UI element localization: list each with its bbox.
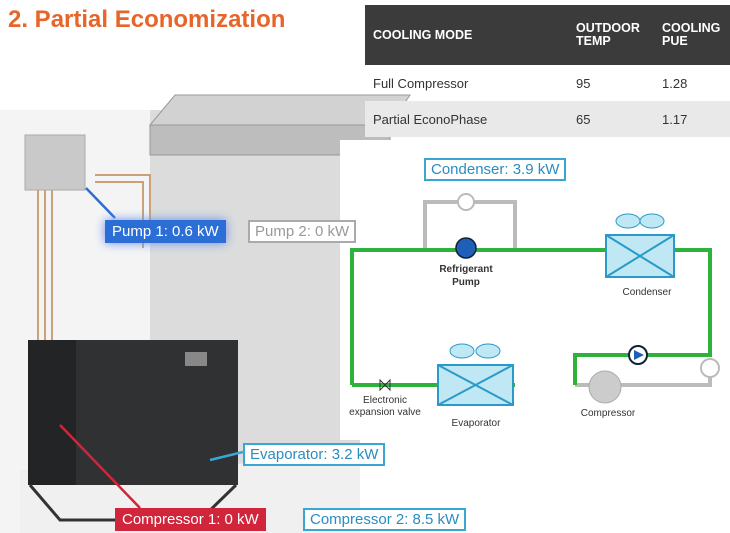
- slide: Refrigerant Pump Condenser Electronic ex…: [0, 0, 730, 533]
- callout: Condenser: 3.9 kW: [424, 158, 566, 181]
- cell: Full Compressor: [365, 65, 568, 101]
- callout: Evaporator: 3.2 kW: [243, 443, 385, 466]
- callout: Compressor 2: 8.5 kW: [303, 508, 466, 531]
- cell: 1.17: [654, 101, 730, 137]
- cell: 65: [568, 101, 654, 137]
- schematic-label: Condenser: [623, 287, 673, 298]
- schematic-label: Compressor: [581, 408, 636, 419]
- cell: 1.28: [654, 65, 730, 101]
- column-header: COOLING PUE: [654, 5, 730, 65]
- callout: Pump 2: 0 kW: [248, 220, 356, 243]
- cell: 95: [568, 65, 654, 101]
- schematic-label: Refrigerant: [439, 264, 493, 275]
- schematic-label: Evaporator: [452, 418, 502, 429]
- callout: Compressor 1: 0 kW: [115, 508, 266, 531]
- schematic-label: expansion valve: [349, 407, 421, 418]
- callout: Pump 1: 0.6 kW: [105, 220, 226, 243]
- schematic-label: Electronic: [363, 395, 407, 406]
- column-header: OUTDOOR TEMP: [568, 5, 654, 65]
- column-header: COOLING MODE: [365, 5, 568, 65]
- title: 2. Partial Economization: [8, 6, 285, 34]
- cell: Partial EconoPhase: [365, 101, 568, 137]
- schematic-label: Pump: [452, 277, 480, 288]
